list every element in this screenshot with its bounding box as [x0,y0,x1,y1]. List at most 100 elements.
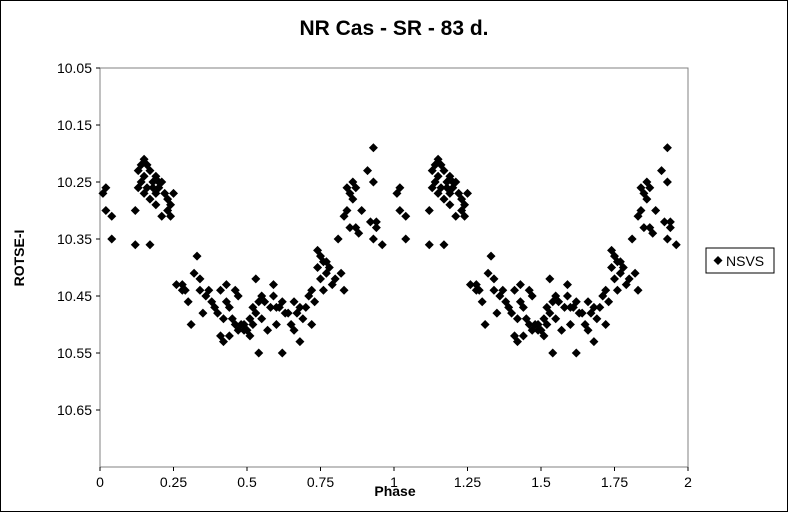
data-point [436,183,446,193]
x-tick-label: 2 [684,474,692,490]
data-point [295,302,305,312]
data-point [218,314,228,324]
data-point [424,206,434,215]
data-point [368,177,378,187]
data-point [339,285,349,295]
data-point [307,285,317,295]
data-point [515,280,525,290]
data-point [213,308,223,318]
data-point [189,268,199,278]
data-point [233,291,243,301]
data-point [171,280,181,290]
x-tick-label: 0 [96,474,104,490]
data-point [145,166,155,176]
data-point [548,348,558,358]
data-point [107,234,117,244]
data-point [612,285,622,295]
data-point [260,297,270,307]
data-point [562,280,572,290]
data-point [651,206,661,215]
data-point [662,234,672,244]
data-point [365,217,375,227]
series-nsvs [98,143,681,358]
data-point [336,268,346,278]
y-tick-label: 10.25 [57,174,92,190]
data-point [477,297,487,307]
data-point [639,223,649,233]
data-point [186,320,196,329]
data-point [498,285,508,295]
data-point [180,285,190,295]
data-point [607,263,617,272]
y-tick-label: 10.65 [57,402,92,418]
data-point [659,217,669,227]
data-point [627,234,637,244]
data-point [401,234,411,244]
data-point [595,302,605,312]
data-point [263,325,273,335]
data-point [107,211,117,221]
data-point [465,280,475,290]
data-point [130,206,140,215]
data-point [142,183,152,193]
data-point [307,320,317,329]
data-point [183,297,193,307]
data-point [130,240,140,250]
data-point [489,274,499,284]
data-point [636,206,646,215]
data-point [166,211,176,221]
data-point [139,171,149,181]
legend-marker [713,256,723,265]
data-point [310,297,320,307]
data-point [313,263,323,272]
data-point [271,320,281,329]
plot-area [99,67,689,468]
data-point [221,280,231,290]
x-tick-label: 0.75 [307,474,334,490]
data-point [289,297,299,307]
data-point [295,337,305,347]
data-point [345,223,355,233]
data-point [545,274,555,284]
data-point [560,302,570,312]
data-point [145,240,155,250]
x-axis: 0 0.25 0.5 0.75 1 1.25 1.5 1.75 2 [96,467,692,490]
data-point [518,331,528,341]
data-point [195,285,205,295]
data-point [583,325,593,335]
data-point [562,291,572,301]
data-point [518,302,528,312]
data-point [512,337,522,347]
data-point [401,211,411,221]
data-point [633,285,643,295]
data-point [324,263,334,272]
data-point [204,285,214,295]
data-point [539,331,549,341]
y-tick-label: 10.55 [57,345,92,361]
data-point [439,240,449,250]
data-point [377,240,387,250]
data-point [333,234,343,244]
x-tick-label: 0.25 [160,474,187,490]
data-point [224,302,234,312]
data-point [395,183,405,193]
data-point [101,183,111,193]
data-point [657,166,667,176]
data-point [298,314,308,324]
data-point [351,183,361,193]
data-point [277,348,287,358]
data-point [571,297,581,307]
data-point [283,308,293,318]
data-point [671,240,681,250]
y-tick-label: 10.35 [57,231,92,247]
data-point [463,188,472,198]
data-point [257,314,267,324]
data-point [424,240,434,250]
data-point [545,308,555,318]
data-point [218,337,228,347]
data-point [527,291,537,301]
data-point [224,331,234,341]
y-tick-label: 10.15 [57,117,92,133]
data-point [433,171,443,181]
